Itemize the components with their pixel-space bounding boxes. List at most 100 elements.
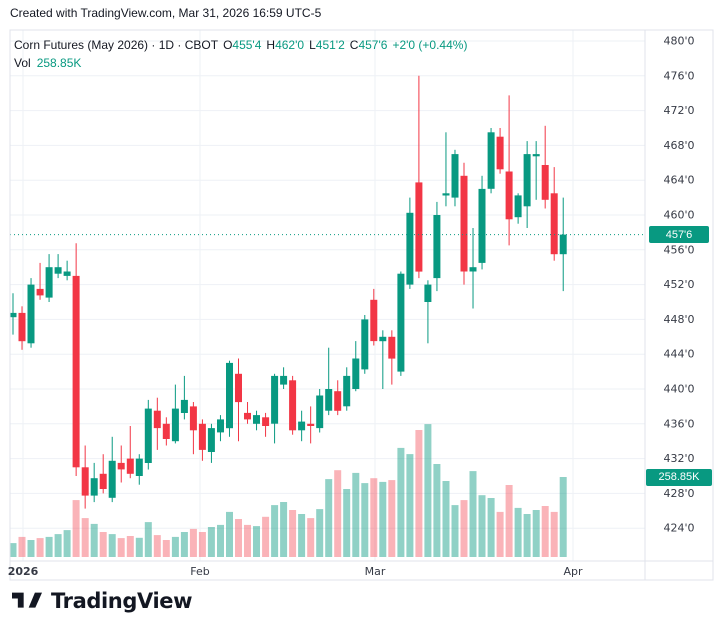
volume-bar: [27, 540, 35, 557]
volume-bar: [352, 472, 360, 557]
volume-bar: [180, 532, 188, 557]
volume-bar: [171, 536, 179, 557]
candle-body: [235, 373, 242, 403]
volume-bar: [550, 511, 558, 557]
volume-bar: [460, 500, 468, 557]
price-axis-label[interactable]: 432'0: [663, 452, 694, 465]
candle-body: [18, 312, 26, 342]
volume-bar: [244, 524, 251, 557]
price-axis-label[interactable]: 468'0: [663, 139, 694, 152]
candle-body: [334, 391, 342, 411]
candle-body: [207, 428, 215, 452]
volume-bar: [361, 483, 369, 557]
candle-body: [487, 132, 495, 189]
price-axis-label[interactable]: 428'0: [663, 487, 694, 500]
time-axis-label[interactable]: 2026: [8, 565, 39, 578]
candle-body: [9, 312, 17, 318]
candle-body: [162, 423, 170, 439]
candle-body: [244, 412, 251, 420]
volume-bar: [126, 536, 134, 557]
candle-body: [108, 460, 116, 498]
tradingview-logo[interactable]: TradingView: [12, 589, 192, 613]
volume-bar: [532, 510, 540, 557]
volume-bar: [54, 534, 62, 557]
volume-bar: [262, 516, 270, 557]
volume-bar: [81, 518, 89, 557]
candle-body: [496, 136, 504, 170]
volume-value: 258.85K: [36, 56, 82, 70]
candle-body: [27, 284, 35, 344]
time-axis-label[interactable]: Mar: [365, 565, 386, 578]
volume-bar: [198, 532, 206, 557]
candle-body: [343, 375, 351, 407]
candle-body: [280, 375, 288, 385]
candle-body: [361, 319, 369, 370]
price-axis-label[interactable]: 456'0: [663, 243, 694, 256]
time-axis-label[interactable]: Apr: [563, 565, 583, 578]
candle-body: [388, 336, 396, 359]
price-axis-label[interactable]: 472'0: [663, 104, 694, 117]
candle-body: [523, 154, 531, 207]
volume-bar: [99, 532, 107, 557]
candle-body: [90, 478, 98, 496]
volume-bar: [108, 534, 116, 557]
candle-body: [81, 467, 89, 496]
time-axis-label[interactable]: Feb: [190, 565, 209, 578]
volume-bar: [162, 540, 170, 557]
legend-line-1: Corn Futures (May 2026) · 1D · CBOT O455'…: [14, 36, 467, 54]
volume-bar: [415, 430, 423, 557]
volume-bar: [289, 510, 297, 557]
candle-body: [532, 154, 540, 157]
price-axis-label[interactable]: 436'0: [663, 417, 694, 430]
volume-bar: [406, 454, 414, 557]
tradingview-logo-text: TradingView: [51, 589, 193, 613]
change-value: +2'0 (+0.44%): [392, 38, 468, 52]
candle-body: [316, 395, 324, 429]
candle-body: [289, 380, 297, 431]
price-axis-label[interactable]: 424'0: [663, 522, 694, 535]
price-axis-label[interactable]: 452'0: [663, 278, 694, 291]
candle-body: [397, 273, 405, 372]
volume-bar: [90, 523, 98, 557]
volume-bar: [298, 514, 306, 557]
candle-body: [469, 267, 477, 272]
candle-body: [451, 154, 459, 198]
candle-body: [117, 462, 125, 470]
candle-body: [478, 188, 486, 263]
last-volume-badge: 258.85K: [646, 468, 712, 486]
candle-body: [370, 299, 378, 342]
candle-body: [54, 267, 62, 274]
price-axis-label[interactable]: 444'0: [663, 348, 694, 361]
candle-body: [153, 410, 161, 429]
price-axis-label[interactable]: 440'0: [663, 383, 694, 396]
price-axis-label[interactable]: 480'0: [663, 35, 694, 48]
volume-bar: [388, 480, 396, 557]
volume-bar: [153, 535, 161, 557]
volume-bar: [442, 481, 450, 557]
price-axis-label[interactable]: 464'0: [663, 174, 694, 187]
price-axis-label[interactable]: 448'0: [663, 313, 694, 326]
volume-bar: [307, 518, 315, 557]
candle-body: [144, 408, 152, 463]
price-axis-label[interactable]: 460'0: [663, 209, 694, 222]
legend-line-2: Vol 258.85K: [14, 54, 467, 72]
chart-frame: [9, 29, 714, 581]
candle-body: [126, 458, 134, 474]
candle-body: [406, 212, 414, 285]
price-axis-label[interactable]: 476'0: [663, 69, 694, 82]
volume-bar: [135, 537, 143, 557]
volume-bar: [541, 506, 549, 557]
volume-bar: [189, 528, 197, 557]
volume-bar: [226, 511, 233, 557]
volume-bar: [325, 479, 333, 557]
volume-bar: [523, 514, 531, 557]
volume-bar: [451, 505, 459, 557]
volume-bar: [253, 526, 260, 557]
volume-bar: [280, 502, 288, 557]
volume-bar: [207, 527, 215, 557]
symbol-title: Corn Futures (May 2026) · 1D · CBOT: [14, 38, 219, 52]
low-value: 451'2: [315, 38, 345, 52]
volume-bar: [424, 424, 432, 557]
volume-bar: [433, 464, 441, 557]
